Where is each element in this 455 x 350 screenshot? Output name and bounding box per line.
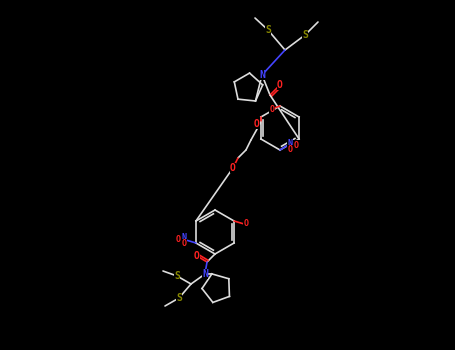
Text: O: O [230, 163, 236, 173]
Text: O: O [176, 236, 181, 245]
Text: O: O [288, 146, 293, 154]
Text: S: S [265, 25, 271, 35]
Text: O: O [243, 219, 248, 229]
Text: O: O [254, 119, 260, 129]
Text: O: O [182, 239, 187, 248]
Text: O: O [293, 140, 298, 149]
Text: S: S [302, 30, 308, 40]
Text: O: O [277, 80, 283, 90]
Text: O: O [194, 251, 200, 261]
Text: S: S [174, 271, 180, 281]
Text: O: O [269, 105, 274, 113]
Text: N: N [202, 269, 208, 279]
Text: N: N [288, 139, 293, 147]
Text: N: N [182, 232, 187, 241]
Text: S: S [176, 293, 182, 303]
Text: N: N [259, 70, 265, 80]
